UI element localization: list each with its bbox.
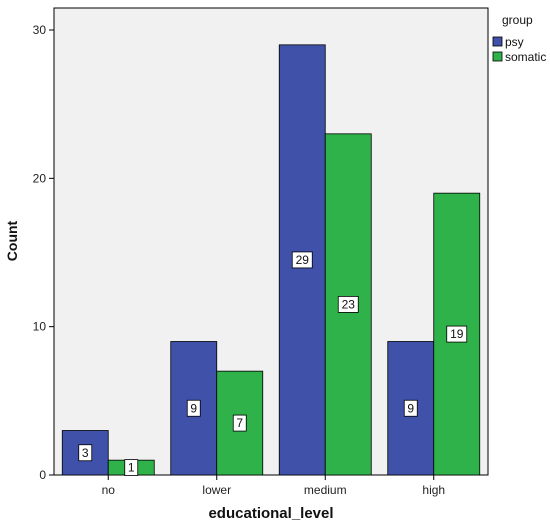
legend-label-somatic: somatic: [505, 50, 546, 64]
legend-swatch-psy: [492, 36, 503, 47]
data-label-box-psy-lower: [186, 399, 201, 417]
legend-swatch-somatic: [492, 51, 503, 62]
y-tick-label-20: 20: [33, 171, 47, 185]
data-label-somatic-lower: 7: [236, 416, 243, 430]
data-label-box-psy-medium: [291, 251, 313, 269]
data-label-psy-no: 3: [82, 446, 89, 460]
y-axis-title: Count: [4, 220, 20, 261]
y-axis: 0 10 20 30: [33, 23, 54, 482]
data-label-box-somatic-no: [124, 459, 139, 476]
y-tick-label-30: 30: [33, 23, 47, 37]
legend-label-psy: psy: [505, 35, 524, 49]
x-tick-label-medium: medium: [304, 483, 347, 497]
x-axis-title: educational_level: [208, 505, 333, 522]
data-label-somatic-no: 1: [128, 461, 135, 475]
x-axis: no lower medium high: [102, 475, 445, 497]
data-label-psy-medium: 29: [296, 253, 310, 267]
data-label-somatic-medium: 23: [342, 297, 356, 311]
data-label-box-psy-high: [403, 399, 418, 417]
data-label-psy-lower: 9: [190, 401, 197, 415]
y-tick-label-0: 0: [39, 468, 46, 482]
x-tick-label-lower: lower: [202, 483, 231, 497]
data-label-box-somatic-high: [446, 325, 468, 343]
data-label-box-somatic-lower: [232, 414, 247, 432]
legend: group psy somatic: [492, 13, 546, 64]
data-label-somatic-high: 19: [450, 327, 464, 341]
x-tick-label-high: high: [422, 483, 445, 497]
data-label-box-psy-no: [78, 444, 93, 462]
data-label-psy-high: 9: [407, 401, 414, 415]
x-tick-label-no: no: [102, 483, 116, 497]
data-label-box-somatic-medium: [337, 296, 359, 313]
legend-title: group: [502, 13, 533, 27]
y-tick-label-10: 10: [33, 320, 47, 334]
